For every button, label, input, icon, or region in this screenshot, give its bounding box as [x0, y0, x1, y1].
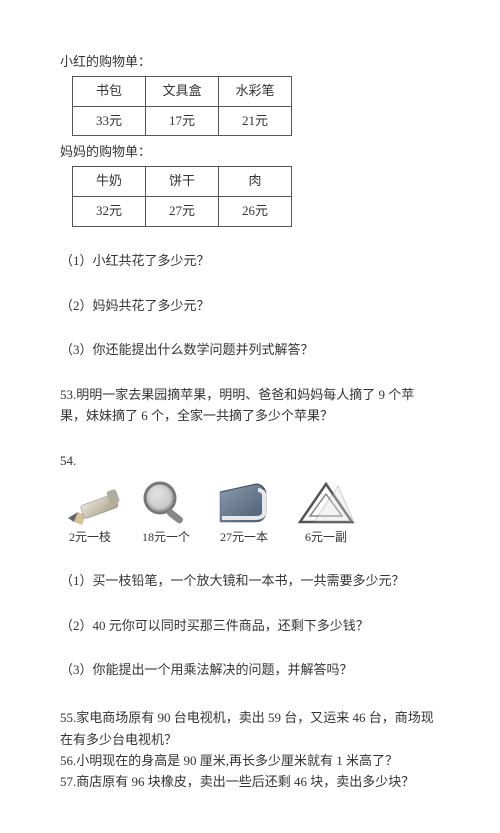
- book-icon: [212, 478, 276, 528]
- cell: 书包: [73, 76, 146, 106]
- cell: 17元: [146, 106, 219, 136]
- item-label: 18元一个: [142, 528, 190, 547]
- cell: 水彩笔: [219, 76, 292, 106]
- mama-title: 妈妈的购物单：: [60, 142, 440, 163]
- cell: 26元: [219, 196, 292, 226]
- question-56: 56.小明现在的身高是 90 厘米,再长多少厘米就有 1 米高了？: [60, 751, 440, 772]
- cell: 33元: [73, 106, 146, 136]
- item-pencil: 2元一枝: [60, 478, 120, 547]
- q54-number: 54.: [60, 451, 76, 472]
- cell: 肉: [219, 167, 292, 197]
- q54-sub2: （2）40 元你可以同时买那三件商品，还剩下多少钱？: [60, 616, 440, 637]
- question-2: （2）妈妈共花了多少元？: [60, 296, 440, 317]
- magnifier-icon: [138, 478, 194, 528]
- q54-sub1: （1）买一枝铅笔，一个放大镜和一本书，一共需要多少元？: [60, 571, 440, 592]
- cell: 32元: [73, 196, 146, 226]
- xiaohong-table: 书包 文具盒 水彩笔 33元 17元 21元: [72, 76, 292, 137]
- pencil-icon: [60, 478, 120, 528]
- cell: 文具盒: [146, 76, 219, 106]
- item-label: 2元一枝: [69, 528, 111, 547]
- cell: 牛奶: [73, 167, 146, 197]
- question-57: 57.商店原有 96 块橡皮，卖出一些后还剩 46 块，卖出多少块？: [60, 772, 440, 793]
- question-1: （1）小红共花了多少元？: [60, 251, 440, 272]
- cell: 21元: [219, 106, 292, 136]
- triangle-ruler-icon: [294, 478, 358, 528]
- table-row: 33元 17元 21元: [73, 106, 292, 136]
- table-row: 书包 文具盒 水彩笔: [73, 76, 292, 106]
- cell: 饼干: [146, 167, 219, 197]
- item-book: 27元一本: [212, 478, 276, 547]
- table-row: 32元 27元 26元: [73, 196, 292, 226]
- mama-table: 牛奶 饼干 肉 32元 27元 26元: [72, 166, 292, 227]
- cell: 27元: [146, 196, 219, 226]
- q54-sub3: （3）你能提出一个用乘法解决的问题，并解答吗？: [60, 660, 440, 681]
- item-magnifier: 18元一个: [138, 478, 194, 547]
- item-label: 6元一副: [305, 528, 347, 547]
- item-triangle: 6元一副: [294, 478, 358, 547]
- table-row: 牛奶 饼干 肉: [73, 167, 292, 197]
- xiaohong-title: 小红的购物单：: [60, 52, 440, 73]
- question-55: 55.家电商场原有 90 台电视机，卖出 59 台，又运来 46 台，商场现在有…: [60, 707, 440, 751]
- question-54: 54. 2元一枝: [60, 451, 440, 547]
- question-3: （3）你还能提出什么数学问题并列式解答？: [60, 340, 440, 361]
- item-label: 27元一本: [220, 528, 268, 547]
- question-53: 53.明明一家去果园摘苹果，明明、爸爸和妈妈每人摘了 9 个苹果，妹妹摘了 6 …: [60, 385, 440, 427]
